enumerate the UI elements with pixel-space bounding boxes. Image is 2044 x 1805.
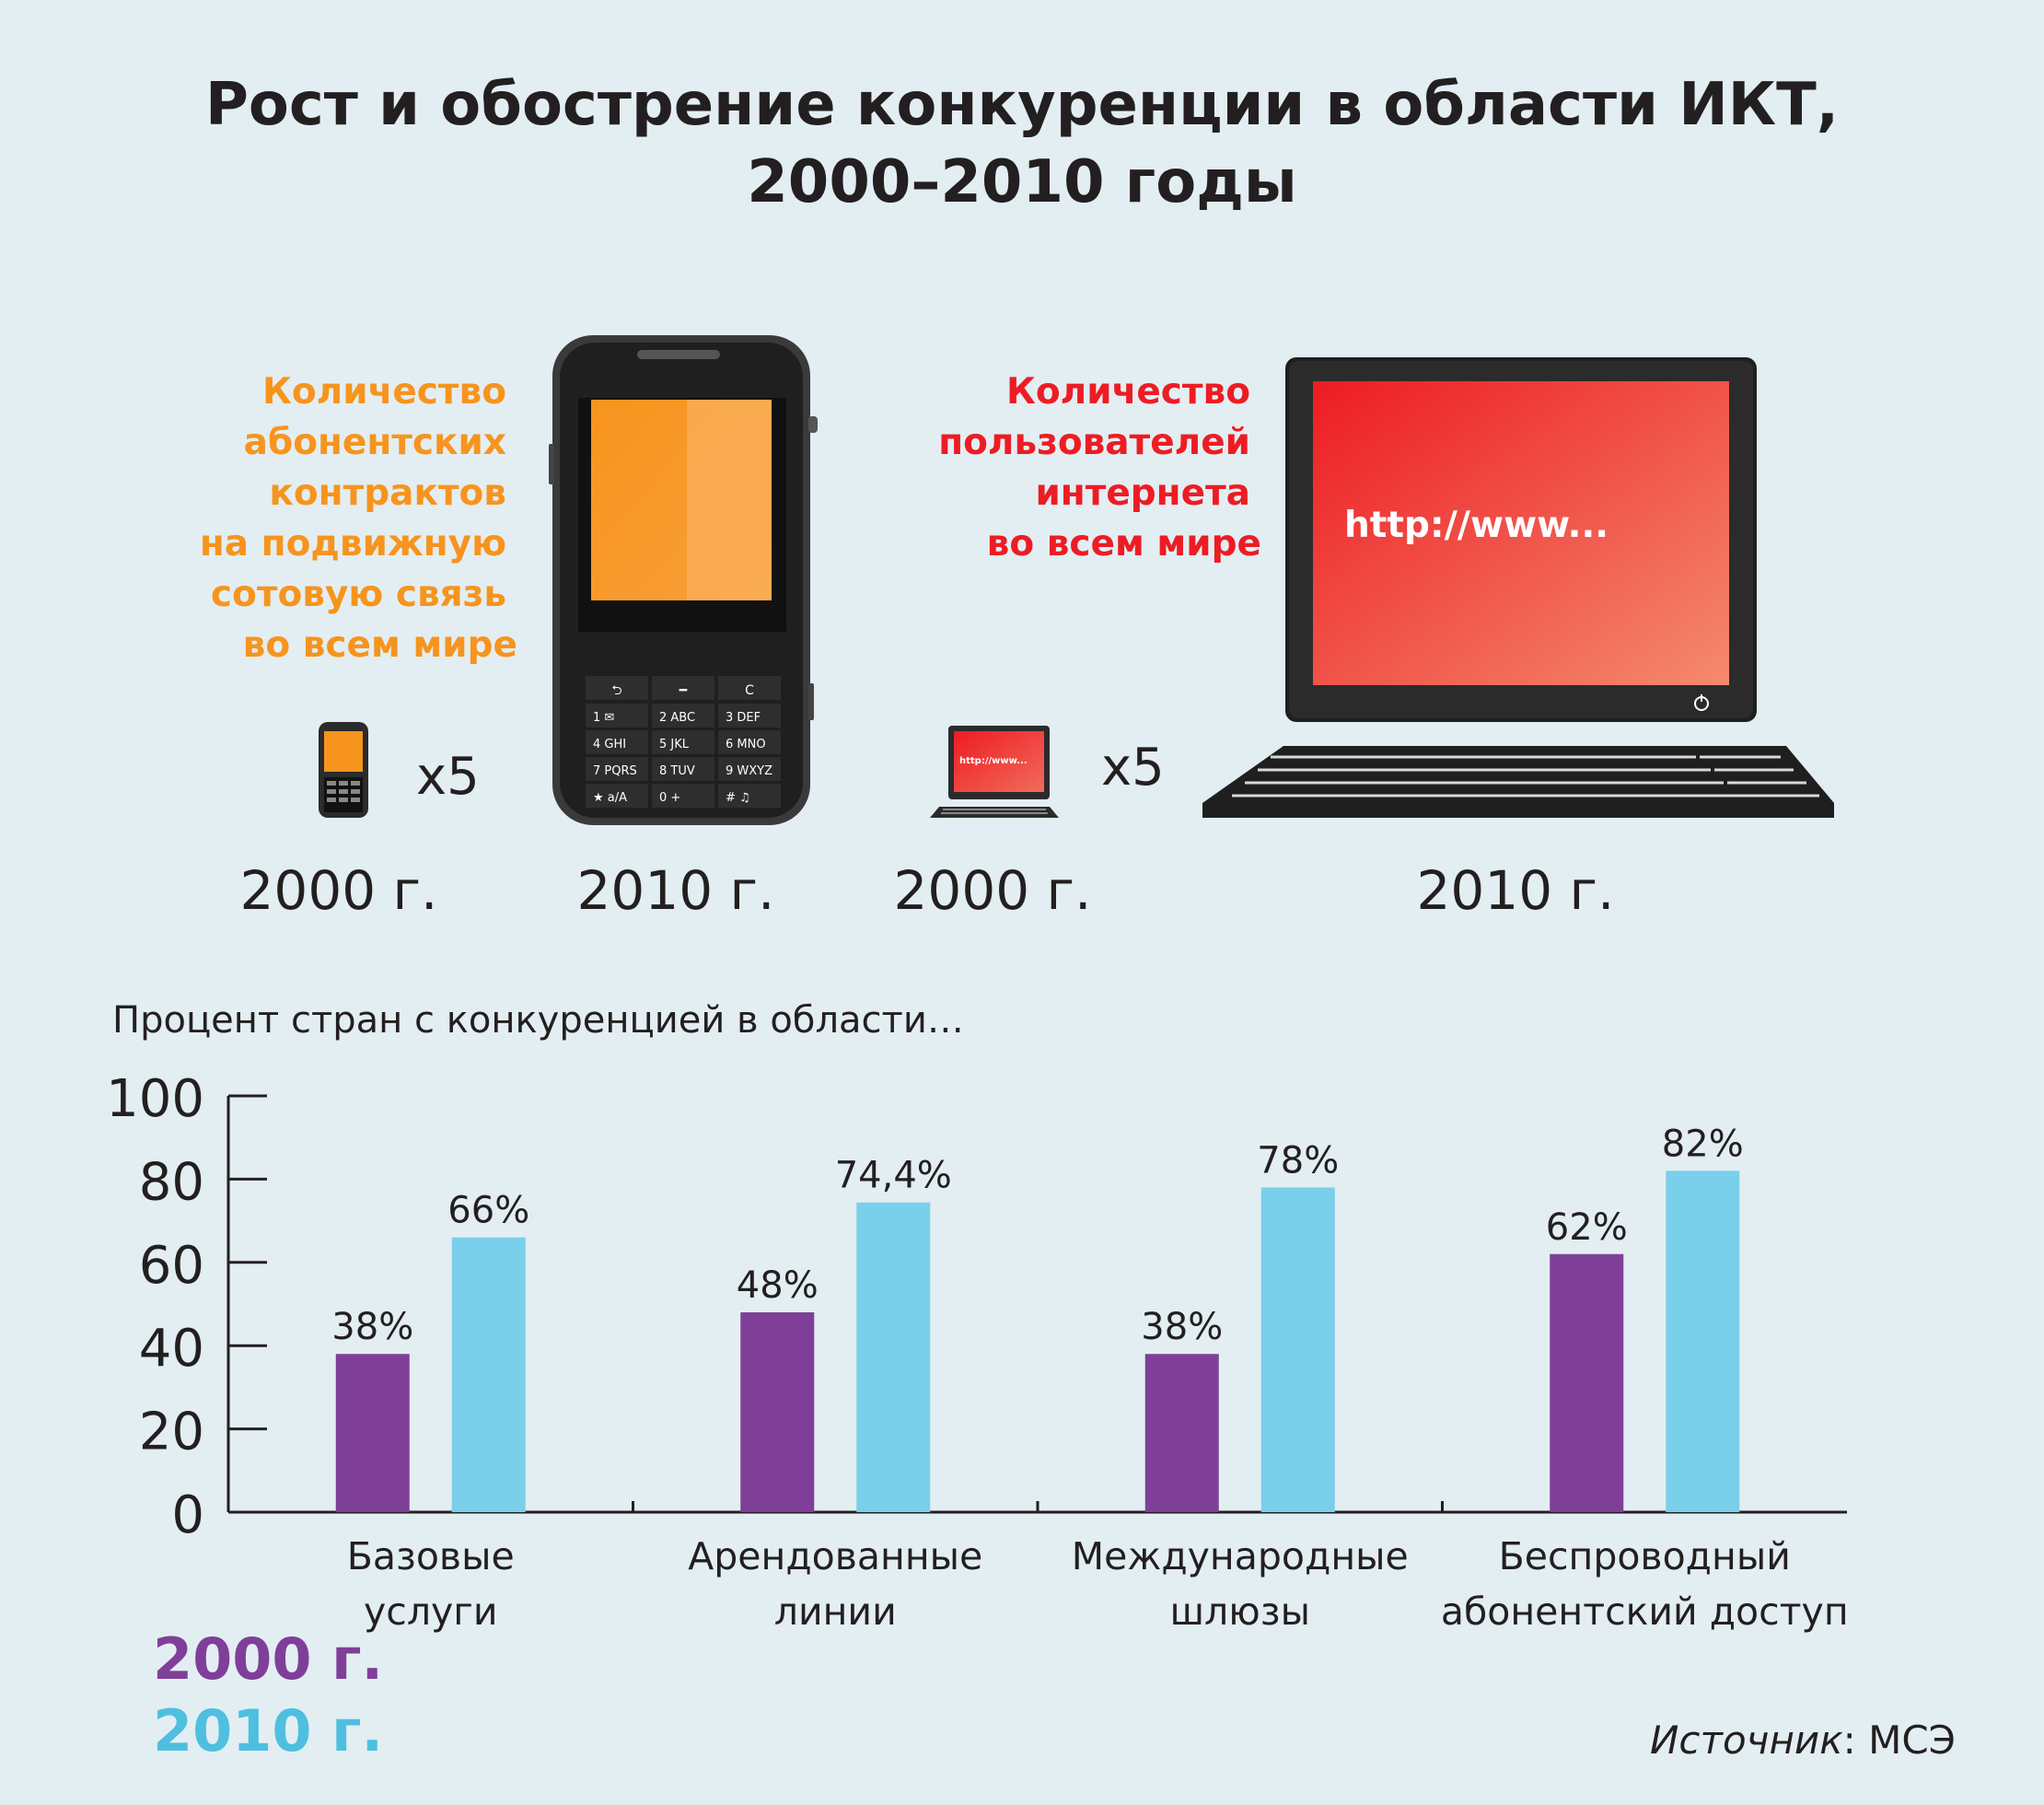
bar — [1260, 1187, 1335, 1512]
bar-value-label: 62% — [1546, 1206, 1628, 1249]
small-laptop-url: http://www... — [959, 756, 1028, 766]
page-title: Рост и обострение конкуренции в области … — [0, 66, 2044, 221]
mobile-caption-line: контрактов — [269, 472, 506, 514]
small-laptop-icon: http://www... — [930, 726, 1059, 818]
category-label: Арендованные — [688, 1534, 982, 1578]
key — [718, 676, 781, 700]
key — [718, 730, 781, 754]
key — [718, 757, 781, 781]
y-tick-label: 20 — [139, 1403, 204, 1462]
bar-value-label: 38% — [1141, 1306, 1223, 1348]
category-label: услуги — [364, 1590, 497, 1634]
key-label: 1 ✉ — [593, 711, 614, 725]
bar — [1550, 1253, 1624, 1512]
mobile-year-2000: 2000 г. — [239, 859, 438, 922]
small-phone-icon — [319, 722, 368, 818]
y-tick-label: 40 — [139, 1319, 204, 1379]
internet-year-2010: 2010 г. — [1416, 859, 1615, 922]
mobile-caption-line: Количество — [262, 371, 506, 413]
key — [586, 757, 648, 781]
key — [652, 704, 714, 728]
bar-value-label: 38% — [331, 1306, 413, 1348]
key — [718, 704, 781, 728]
bar — [335, 1354, 410, 1512]
bar-value-label: 74,4% — [835, 1155, 952, 1197]
internet-year-2000: 2000 г. — [893, 859, 1092, 922]
bar-value-label: 82% — [1662, 1123, 1744, 1165]
key-label: 8 TUV — [659, 764, 695, 778]
mobile-caption: Количество абонентских контрактов на под… — [166, 367, 517, 670]
key — [652, 757, 714, 781]
internet-multiplier: x5 — [1101, 738, 1165, 798]
key-label: 5 JKL — [659, 738, 690, 751]
bar-value-label: 48% — [737, 1264, 819, 1307]
key-label: C — [745, 683, 754, 698]
laptop-url: http://www... — [1344, 505, 1609, 546]
internet-caption: Количество пользователей интернета во вс… — [902, 367, 1261, 569]
internet-caption-line: во всем мире — [986, 523, 1261, 565]
bar-chart: 0 20 40 60 80 100 38% 66% Базовые услуги 48% 74,4% А… — [106, 1069, 1849, 1634]
internet-caption-line: Количество — [1006, 371, 1250, 413]
y-tick-label: 0 — [171, 1485, 204, 1545]
big-laptop-icon — [1202, 357, 1834, 818]
key-label: 6 MNO — [726, 738, 766, 751]
category-label: абонентский доступ — [1441, 1590, 1849, 1634]
internet-caption-line: пользователей — [938, 422, 1250, 463]
key — [652, 676, 714, 700]
keypad: ⮌ ━ C 1 ✉ 2 ABC 3 DEF 4 GHI 5 JKL 6 MNO 7 PQRS 8 T… — [586, 676, 781, 808]
chart-subtitle: Процент стран с конкуренцией в области… — [112, 999, 964, 1042]
source-label: Источник — [1649, 1718, 1843, 1763]
key — [718, 784, 781, 808]
y-tick-label: 80 — [139, 1152, 204, 1212]
key — [586, 704, 648, 728]
source-note: Источник: МСЭ — [1650, 1715, 1956, 1766]
key-label: 4 GHI — [593, 738, 626, 751]
bar — [1666, 1170, 1740, 1512]
key-label: 7 PQRS — [593, 764, 637, 778]
bar — [1144, 1354, 1219, 1512]
key — [586, 784, 648, 808]
bar — [856, 1202, 931, 1512]
y-tick-label: 60 — [139, 1236, 204, 1296]
category-label: шлюзы — [1170, 1590, 1310, 1634]
key-label: ━ — [679, 683, 688, 698]
key — [652, 784, 714, 808]
category-label: линии — [774, 1590, 897, 1634]
title-line-2: 2000–2010 годы — [747, 148, 1297, 216]
legend-2010: 2010 г. — [153, 1697, 384, 1764]
category-label: Беспроводный — [1499, 1534, 1791, 1578]
bar-value-label: 78% — [1257, 1139, 1339, 1182]
key-label: 3 DEF — [726, 711, 761, 725]
key — [586, 730, 648, 754]
key-label: 0 + — [659, 791, 680, 805]
mobile-multiplier: x5 — [416, 747, 480, 807]
key-label: ⮌ — [611, 683, 621, 698]
mobile-caption-line: сотовую связь — [210, 574, 506, 615]
key — [586, 676, 648, 700]
key-label: 2 ABC — [659, 711, 695, 725]
title-line-1: Рост и обострение конкуренции в области … — [204, 71, 1840, 139]
key — [652, 730, 714, 754]
big-phone-icon: ⮌ ━ C 1 ✉ 2 ABC 3 DEF 4 GHI 5 JKL 6 MNO 7 PQRS 8 T… — [549, 335, 818, 825]
bar — [740, 1312, 815, 1512]
internet-caption-line: интернета — [1035, 472, 1250, 514]
key-label: ★ a/A — [593, 791, 627, 805]
mobile-caption-line: во всем мире — [242, 624, 517, 666]
y-tick-label: 100 — [106, 1069, 204, 1129]
key-label: # ♫ — [726, 791, 750, 805]
mobile-caption-line: абонентских — [243, 422, 506, 463]
category-label: Базовые — [347, 1534, 515, 1578]
bar-value-label: 66% — [447, 1190, 529, 1232]
bar — [451, 1237, 526, 1512]
key-label: 9 WXYZ — [726, 764, 772, 778]
mobile-caption-line: на подвижную — [199, 523, 506, 565]
source-value: : МСЭ — [1842, 1718, 1956, 1763]
legend-2000: 2000 г. — [153, 1625, 384, 1693]
mobile-year-2010: 2010 г. — [576, 859, 775, 922]
category-label: Международные — [1072, 1534, 1409, 1578]
